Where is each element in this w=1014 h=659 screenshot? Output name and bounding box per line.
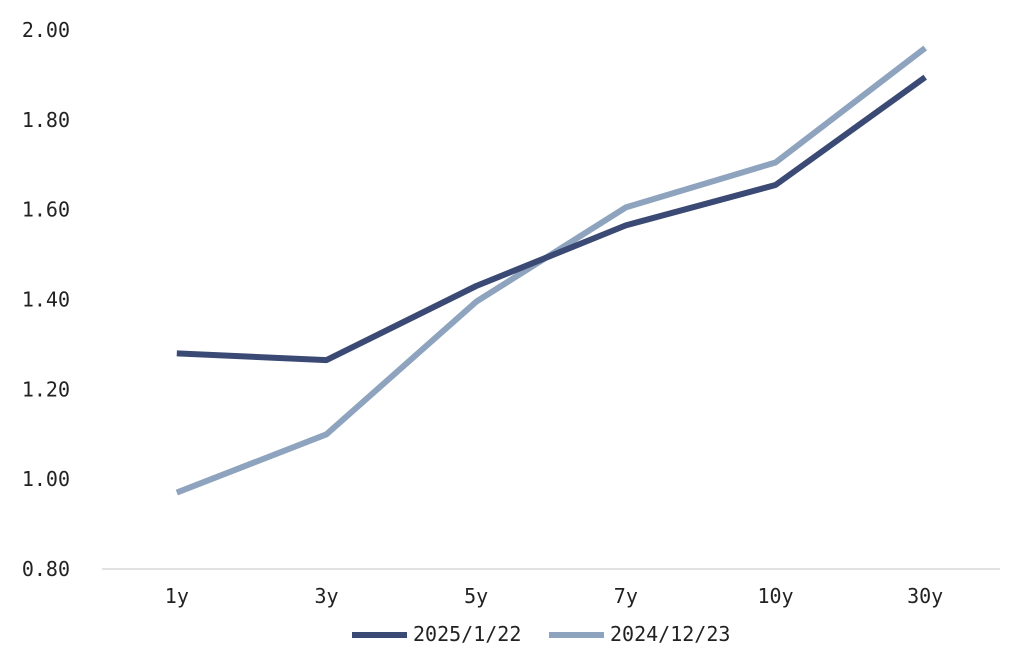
x-tick-label: 3y [314, 584, 338, 608]
x-tick-label: 7y [614, 584, 638, 608]
y-tick-label: 1.40 [22, 288, 70, 312]
y-tick-label: 2.00 [22, 18, 70, 42]
x-tick-label: 5y [464, 584, 488, 608]
series-layer [175, 45, 928, 496]
x-tick-label: 30y [907, 584, 943, 608]
legend: 2025/1/22 2024/12/23 [352, 622, 730, 646]
y-tick-label: 0.80 [22, 557, 70, 581]
x-tick-label: 1y [165, 584, 189, 608]
y-tick-label: 1.80 [22, 108, 70, 132]
legend-label-1: 2025/1/22 [413, 622, 521, 646]
y-tick-label: 1.00 [22, 467, 70, 491]
y-axis: 0.80 1.00 1.20 1.40 1.60 1.80 2.00 [22, 18, 70, 581]
y-tick-label: 1.20 [22, 377, 70, 401]
series-line-2 [175, 45, 928, 496]
y-tick-label: 1.60 [22, 198, 70, 222]
x-axis: 1y 3y 5y 7y 10y 30y [165, 584, 943, 608]
legend-label-2: 2024/12/23 [610, 622, 730, 646]
x-tick-label: 10y [757, 584, 793, 608]
series-line-1 [176, 74, 927, 364]
